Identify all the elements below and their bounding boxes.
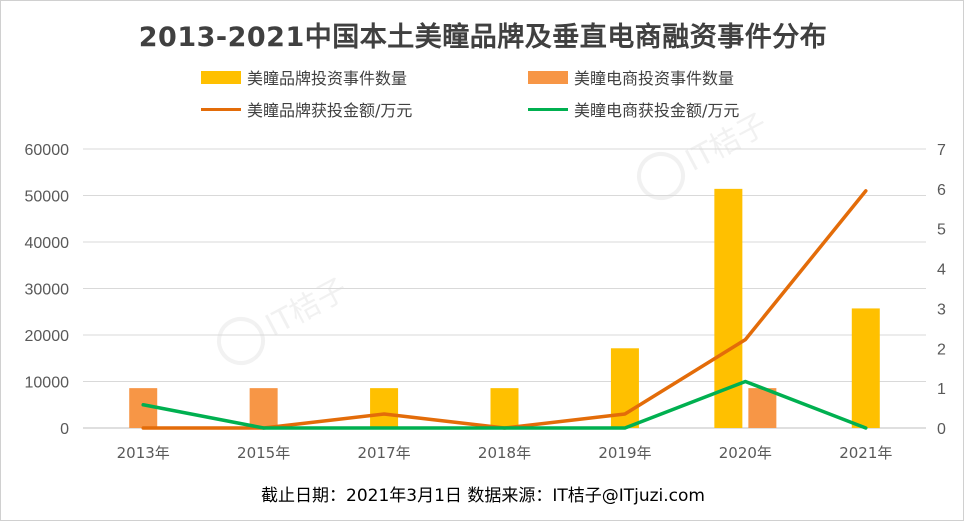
legend-swatch-brand-amount xyxy=(201,107,241,111)
y-left-tick-label: 10000 xyxy=(25,375,70,392)
y-left-tick-label: 60000 xyxy=(25,142,70,159)
bar-brand-count xyxy=(370,388,399,428)
x-tick-label: 2019年 xyxy=(598,444,651,462)
legend-label-brand-amount: 美瞳品牌获投金额/万元 xyxy=(247,101,413,120)
legend-swatch-brand-count xyxy=(201,70,241,84)
legend-label-ecom-count: 美瞳电商投资事件数量 xyxy=(574,69,735,88)
bar-ecom-count xyxy=(748,388,777,428)
line-ecom-amount xyxy=(141,379,868,430)
legend-label-ecom-amount: 美瞳电商获投金额/万元 xyxy=(574,101,740,120)
watermark-0: IT桔子 xyxy=(217,272,353,365)
x-tick-label: 2020年 xyxy=(719,444,772,462)
x-tick-label: 2017年 xyxy=(357,444,410,462)
x-tick-label: 2015年 xyxy=(237,444,290,462)
y-left-tick-label: 50000 xyxy=(25,189,70,206)
legend-label-brand-count: 美瞳品牌投资事件数量 xyxy=(247,69,408,88)
legend-item-brand-count: 美瞳品牌投资事件数量 xyxy=(201,65,407,89)
y-right-tick-label: 5 xyxy=(937,222,946,239)
chart-plot: IT桔子 IT桔子 0 10000 20000 30000 40000 50000 60000 0… xyxy=(25,107,947,462)
bar-ecom-count xyxy=(249,388,278,428)
bar-brand-count xyxy=(490,388,519,428)
x-tick-label: 2021年 xyxy=(839,444,892,462)
watermark-logo-icon xyxy=(217,317,265,365)
y-right-tick-label: 6 xyxy=(937,182,946,199)
y-left-tick-label: 40000 xyxy=(25,235,70,252)
chart-title: 2013-2021中国本土美瞳品牌及垂直电商融资事件分布 xyxy=(138,22,828,53)
legend-item-ecom-count: 美瞳电商投资事件数量 xyxy=(528,65,734,89)
legend-item-brand-amount: 美瞳品牌获投金额/万元 xyxy=(201,97,412,121)
x-tick-label: 2013年 xyxy=(117,444,170,462)
y-right-tick-label: 4 xyxy=(937,262,946,279)
y-right-tick-label: 2 xyxy=(937,341,946,358)
watermark-1: IT桔子 xyxy=(637,107,773,200)
y-right-tick-label: 1 xyxy=(937,381,946,398)
y-left-tick-label: 0 xyxy=(60,421,69,438)
legend-swatch-ecom-amount xyxy=(528,107,568,111)
y-right-tick-label: 7 xyxy=(937,142,946,159)
chart-footer: 截止日期：2021年3月1日 数据来源：IT桔子@ITjuzi.com xyxy=(261,486,705,506)
legend-item-ecom-amount: 美瞳电商获投金额/万元 xyxy=(528,97,739,121)
watermark-text: IT桔子 xyxy=(680,107,773,179)
y-left-tick-label: 20000 xyxy=(25,328,70,345)
y-right-tick-label: 3 xyxy=(937,301,946,318)
y-right-tick-label: 0 xyxy=(937,421,946,438)
watermark-logo-icon xyxy=(637,152,685,200)
bar-brand-count xyxy=(851,308,880,428)
y-left-tick-label: 30000 xyxy=(25,282,70,299)
x-tick-label: 2018年 xyxy=(478,444,531,462)
legend-swatch-ecom-count xyxy=(528,70,568,84)
watermark-text: IT桔子 xyxy=(260,272,353,344)
